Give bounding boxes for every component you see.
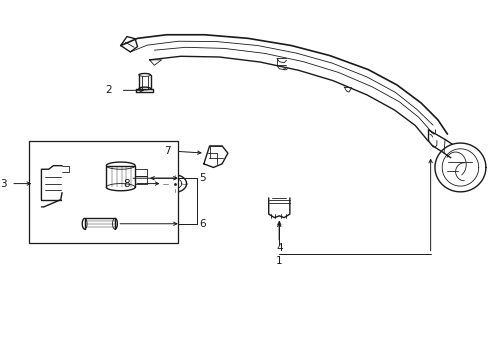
- Text: 6: 6: [199, 219, 205, 229]
- Text: 7: 7: [164, 145, 171, 156]
- Text: 1: 1: [275, 256, 282, 266]
- Text: 2: 2: [105, 85, 112, 95]
- Text: 8: 8: [123, 179, 130, 189]
- Text: 4: 4: [275, 243, 282, 253]
- Text: 5: 5: [199, 173, 205, 183]
- FancyBboxPatch shape: [29, 140, 178, 243]
- Text: 3: 3: [0, 179, 6, 189]
